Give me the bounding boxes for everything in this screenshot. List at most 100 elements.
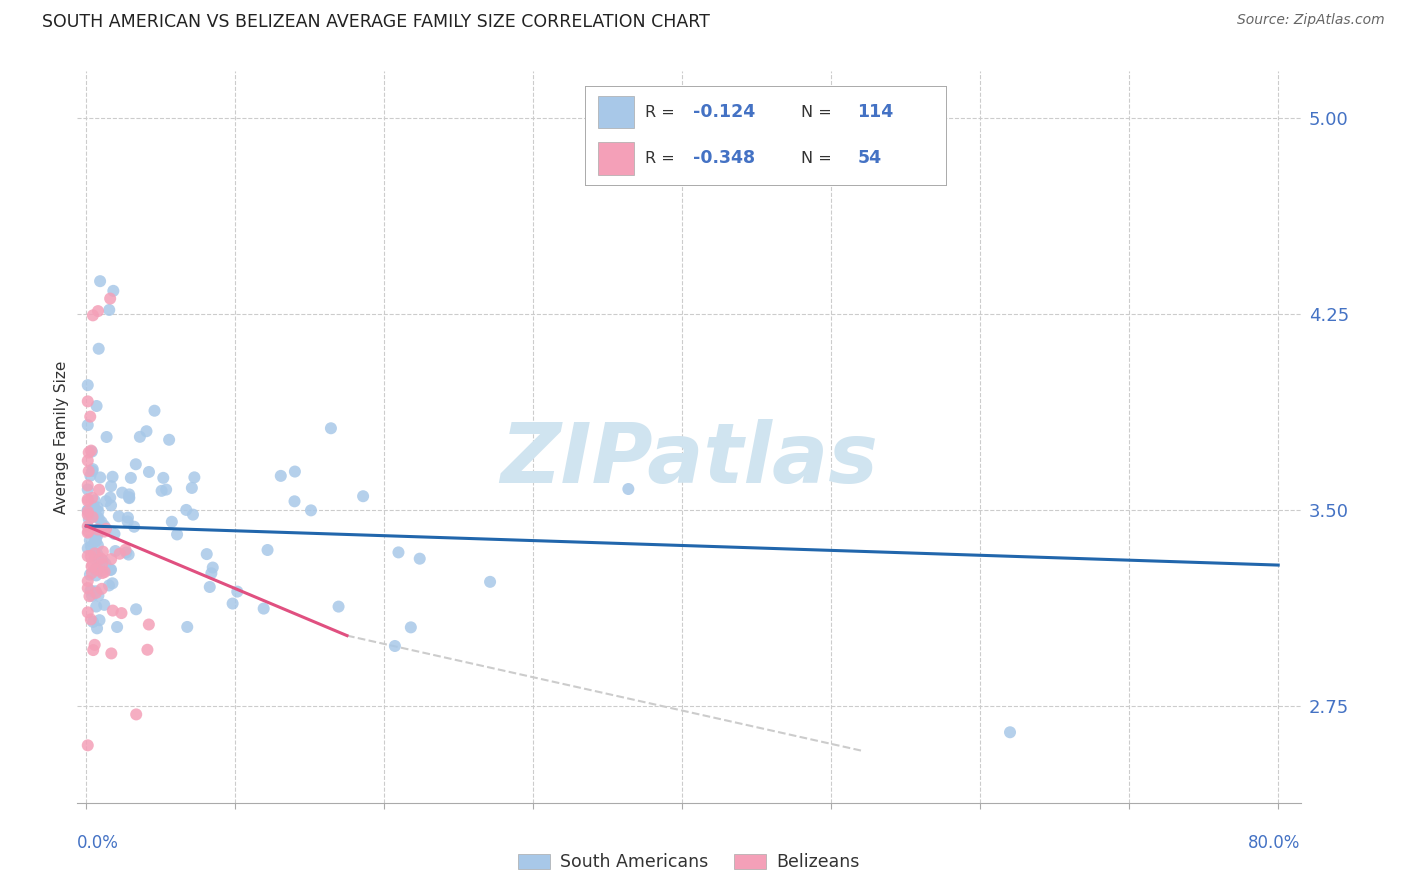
Point — [101, 470, 124, 484]
Point — [76, 492, 98, 507]
Point — [84, 529, 107, 543]
Point — [103, 527, 125, 541]
Point — [89, 524, 111, 538]
Point — [82, 462, 104, 476]
Point — [76, 505, 98, 519]
Point — [80, 566, 103, 580]
Point — [284, 465, 307, 479]
Point — [155, 483, 177, 497]
Point — [76, 739, 98, 753]
Point — [143, 403, 166, 417]
Point — [89, 483, 111, 497]
Point — [117, 515, 139, 529]
Point — [93, 565, 115, 579]
Point — [91, 553, 114, 567]
Point — [82, 510, 104, 524]
Point — [195, 547, 218, 561]
Y-axis label: Average Family Size: Average Family Size — [53, 360, 69, 514]
Point — [319, 421, 342, 435]
Point — [90, 515, 112, 529]
Point — [201, 560, 224, 574]
Point — [79, 533, 101, 548]
Point — [82, 557, 104, 571]
Point — [100, 647, 122, 661]
Point — [84, 568, 107, 582]
Point — [174, 503, 197, 517]
Point — [104, 544, 127, 558]
Point — [118, 490, 141, 504]
Point — [84, 599, 107, 614]
Point — [80, 444, 103, 458]
Point — [176, 620, 198, 634]
Point — [128, 430, 150, 444]
Point — [76, 453, 98, 467]
Point — [83, 551, 105, 566]
Point — [83, 500, 105, 514]
Point — [90, 582, 112, 596]
Point — [82, 643, 104, 657]
Point — [101, 603, 124, 617]
Point — [76, 483, 98, 497]
Point — [226, 584, 249, 599]
Point — [76, 503, 98, 517]
Point — [138, 617, 160, 632]
Point — [998, 725, 1021, 739]
Point — [86, 621, 108, 635]
Point — [111, 485, 134, 500]
Point — [283, 494, 305, 508]
Point — [76, 378, 98, 392]
Point — [87, 342, 110, 356]
Point — [98, 491, 121, 505]
Point — [77, 524, 100, 539]
Point — [100, 479, 122, 493]
Point — [122, 520, 145, 534]
Point — [76, 418, 98, 433]
Point — [79, 468, 101, 483]
Point — [83, 493, 105, 508]
Text: Source: ZipAtlas.com: Source: ZipAtlas.com — [1237, 13, 1385, 28]
Point — [83, 546, 105, 560]
Point — [86, 528, 108, 542]
Point — [125, 602, 148, 616]
Point — [77, 464, 100, 478]
Point — [108, 547, 131, 561]
Point — [77, 512, 100, 526]
Point — [118, 491, 141, 505]
Point — [94, 557, 117, 571]
Text: ZIPatlas: ZIPatlas — [501, 418, 877, 500]
Point — [409, 551, 432, 566]
Point — [76, 549, 98, 563]
Point — [152, 471, 174, 485]
Point — [98, 578, 121, 592]
Point — [76, 503, 98, 517]
Point — [82, 491, 104, 505]
Point — [86, 523, 108, 537]
Point — [100, 563, 122, 577]
Point — [157, 433, 180, 447]
Point — [125, 707, 148, 722]
Point — [76, 525, 98, 540]
Point — [76, 519, 98, 533]
Point — [80, 540, 103, 554]
Point — [87, 304, 110, 318]
Point — [117, 510, 139, 524]
Point — [299, 503, 322, 517]
Point — [118, 487, 141, 501]
Point — [83, 546, 105, 560]
Point — [80, 559, 103, 574]
Point — [80, 589, 103, 603]
Point — [84, 584, 107, 599]
Point — [89, 274, 111, 288]
Point — [87, 505, 110, 519]
Point — [79, 589, 101, 603]
Point — [80, 443, 103, 458]
Text: 80.0%: 80.0% — [1249, 834, 1301, 852]
Point — [110, 606, 132, 620]
Point — [76, 581, 98, 595]
Point — [84, 562, 107, 576]
Text: SOUTH AMERICAN VS BELIZEAN AVERAGE FAMILY SIZE CORRELATION CHART: SOUTH AMERICAN VS BELIZEAN AVERAGE FAMIL… — [42, 13, 710, 31]
Point — [100, 499, 122, 513]
Point — [82, 615, 104, 629]
Point — [94, 522, 117, 536]
Point — [80, 612, 103, 626]
